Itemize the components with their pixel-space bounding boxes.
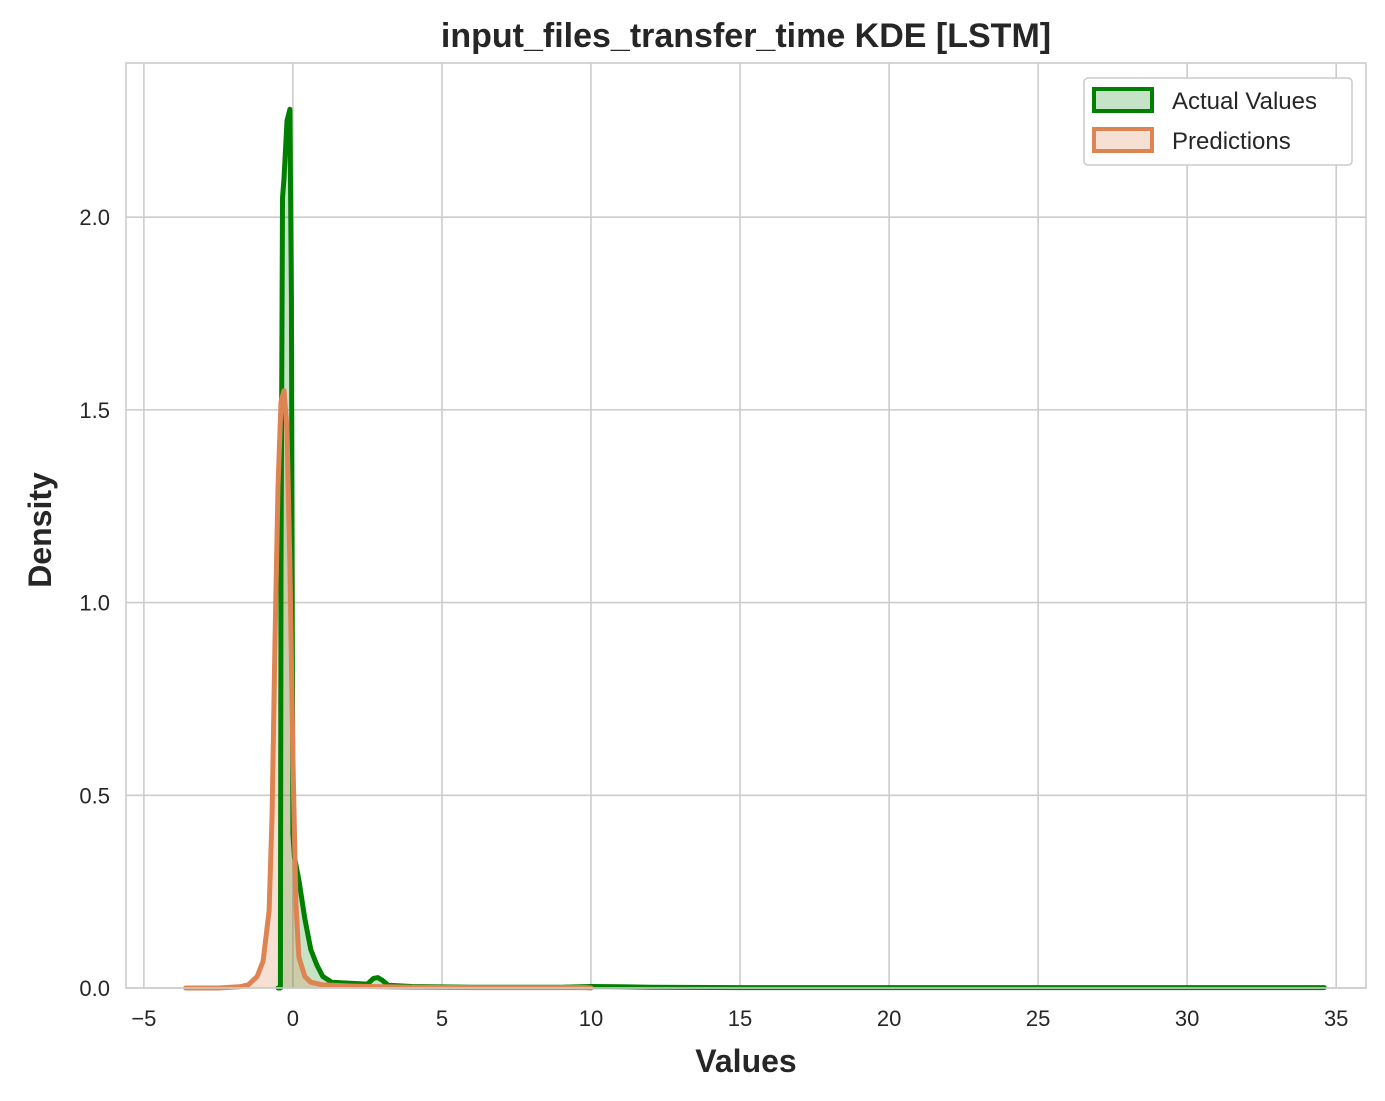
plot-background — [126, 63, 1366, 988]
x-axis-label: Values — [695, 1043, 796, 1079]
legend-swatch-predictions — [1092, 127, 1154, 153]
legend-label-actual: Actual Values — [1172, 88, 1317, 115]
legend: Actual Values Predictions — [1083, 77, 1353, 166]
chart-title: input_files_transfer_time KDE [LSTM] — [441, 17, 1051, 55]
y-tick-label: 1.0 — [79, 591, 110, 616]
x-tick-label: −5 — [131, 1006, 156, 1031]
density-line-0 — [275, 106, 1327, 991]
grid-lines — [126, 63, 1366, 989]
legend-swatch-actual — [1092, 87, 1154, 113]
density-lines — [183, 106, 1327, 991]
density-line-1 — [183, 388, 594, 991]
x-tick-labels: −5 0 5 10 15 20 25 30 35 — [131, 1006, 1348, 1031]
x-tick-label: 20 — [877, 1006, 901, 1031]
x-tick-label: 25 — [1026, 1006, 1050, 1031]
x-tick-label: 35 — [1324, 1006, 1348, 1031]
y-tick-label: 0.0 — [79, 976, 110, 1001]
x-tick-label: 15 — [728, 1006, 752, 1031]
y-tick-labels: 0.0 0.5 1.0 1.5 2.0 — [79, 205, 110, 1001]
plot-frame — [125, 62, 1367, 989]
x-tick-label: 0 — [287, 1006, 299, 1031]
y-tick-label: 0.5 — [79, 783, 110, 808]
legend-label-predictions: Predictions — [1172, 128, 1291, 155]
x-tick-label: 10 — [579, 1006, 603, 1031]
y-tick-label: 2.0 — [79, 205, 110, 230]
y-axis-label: Density — [22, 472, 58, 588]
y-tick-label: 1.5 — [79, 398, 110, 423]
x-tick-label: 30 — [1175, 1006, 1199, 1031]
x-tick-label: 5 — [436, 1006, 448, 1031]
